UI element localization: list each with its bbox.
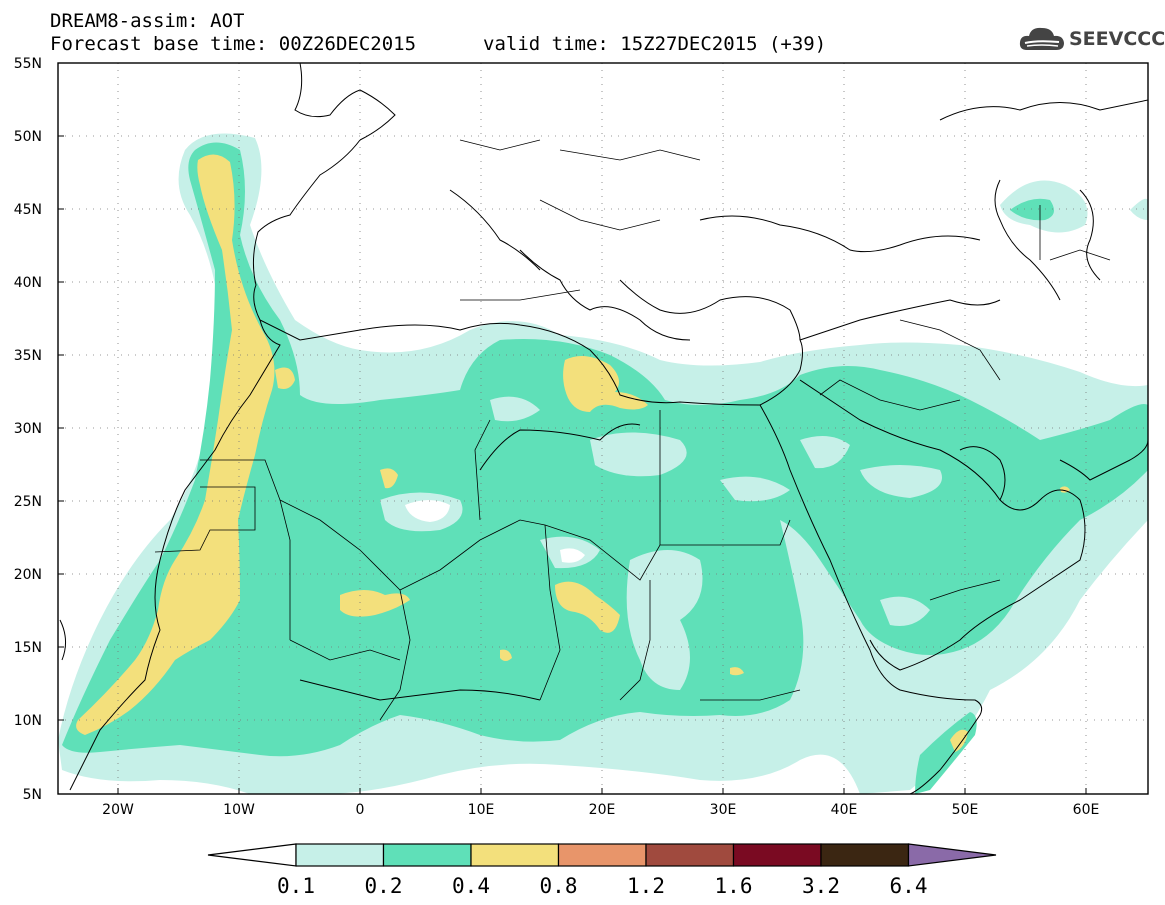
aot-level-0.4-niger (340, 590, 410, 617)
cloud-icon (1019, 27, 1064, 50)
aot-level-0.4-west (76, 154, 275, 735)
lon-label: 60E (1073, 802, 1100, 818)
colorbar-over-arrow (907, 843, 997, 867)
colorbar-label: 1.2 (627, 874, 665, 898)
aot-level-0.4-spot (380, 468, 398, 489)
aot-level-0.1-east (1130, 198, 1148, 220)
longitude-labels: 20W 10W 0 10E 20E 30E 40E 50E 60E (102, 802, 1099, 818)
colorbar-label: 0.4 (452, 874, 490, 898)
aot-level-0.4-spot (500, 649, 512, 661)
lat-label: 45N (14, 202, 42, 218)
colorbar-segment (820, 843, 910, 867)
aot-clear-patch (880, 596, 930, 626)
colorbar: 0.1 0.2 0.4 0.8 1.2 1.6 3.2 6.4 (207, 843, 997, 898)
lat-label: 50N (14, 129, 42, 145)
lat-label: 30N (14, 421, 42, 437)
aot-clear-patch (590, 432, 687, 477)
colorbar-label: 0.2 (365, 874, 403, 898)
colorbar-label: 0.1 (277, 874, 315, 898)
axis-ticks (58, 62, 1087, 795)
colorbar-segment (732, 843, 822, 867)
lon-label: 40E (831, 802, 858, 818)
seevccc-logo: SEEVCCC (1017, 22, 1165, 62)
aot-level-0.4-west-lobe (275, 367, 295, 389)
aot-clear-patch (800, 436, 850, 469)
coastlines (59, 63, 1148, 794)
aot-clear-patch (860, 465, 942, 498)
colorbar-segment (557, 843, 647, 867)
colorbar-segment (645, 843, 735, 867)
lon-label: 10W (223, 802, 255, 818)
lat-label: 20N (14, 567, 42, 583)
lat-label: 10N (14, 713, 42, 729)
graticule (58, 63, 1148, 794)
aot-clear-patch (720, 476, 790, 502)
colorbar-segment (470, 843, 560, 867)
lat-label: 15N (14, 640, 42, 656)
lon-label: 20W (102, 802, 134, 818)
lon-label: 50E (952, 802, 979, 818)
lon-label: 10E (468, 802, 495, 818)
lon-label: 0 (356, 802, 365, 818)
map-title: DREAM8-assim: AOT (50, 10, 245, 32)
aot-field (58, 63, 1148, 794)
aot-level-0.4-spot (730, 667, 744, 676)
lat-label: 35N (14, 348, 42, 364)
lat-label: 5N (23, 787, 42, 803)
colorbar-segment (295, 843, 385, 867)
aot-clear-patch (626, 550, 703, 690)
aot-clear-patch (405, 500, 450, 522)
lon-label: 20E (589, 802, 616, 818)
valid-time: valid time: 15Z27DEC2015 (+39) (483, 33, 827, 55)
lat-label: 40N (14, 275, 42, 291)
lat-label: 55N (14, 56, 42, 72)
lat-label: 25N (14, 494, 42, 510)
colorbar-under-arrow (207, 843, 297, 867)
colorbar-label: 6.4 (890, 874, 928, 898)
aot-clear-patch (560, 548, 585, 563)
colorbar-label: 1.6 (715, 874, 753, 898)
lon-label: 30E (710, 802, 737, 818)
aot-level-0.4-libya (563, 356, 648, 412)
aot-level-0.4-chad (555, 581, 620, 633)
aot-clear-patch (490, 396, 540, 422)
aot-level-0.4-somalia (950, 729, 968, 752)
colorbar-label: 0.8 (540, 874, 578, 898)
colorbar-label: 3.2 (802, 874, 840, 898)
logo-text: SEEVCCC (1069, 28, 1165, 50)
forecast-base-time: Forecast base time: 00Z26DEC2015 (50, 33, 417, 55)
latitude-labels: 5N 10N 15N 20N 25N 30N 35N 40N 45N 50N 5… (14, 56, 42, 803)
colorbar-segment (382, 843, 472, 867)
aot-level-0.2-caspian (1010, 198, 1054, 221)
country-borders (154, 139, 1111, 721)
